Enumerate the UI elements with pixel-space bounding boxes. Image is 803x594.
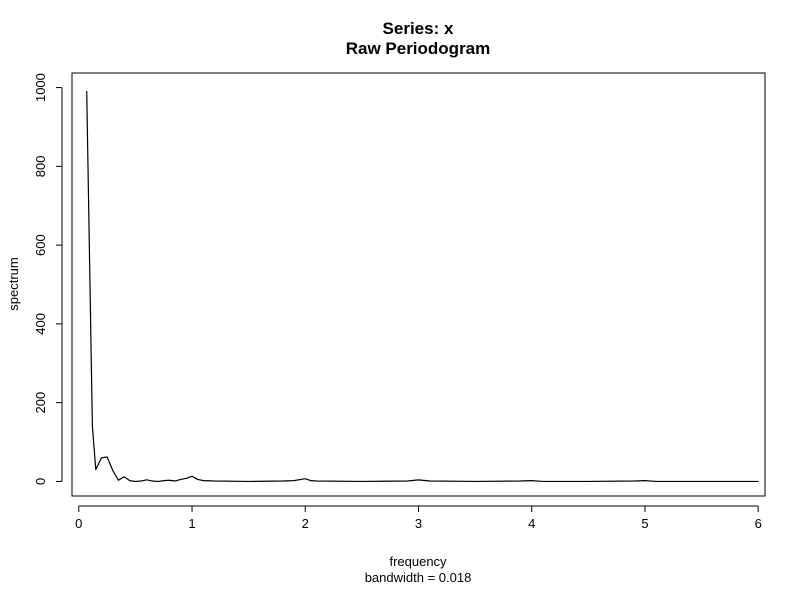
- x-tick-label: 1: [188, 516, 195, 531]
- x-tick-label: 3: [415, 516, 422, 531]
- chart-subtitle: Raw Periodogram: [346, 39, 491, 58]
- chart-title: Series: x: [383, 19, 454, 38]
- y-tick-label: 200: [33, 392, 48, 414]
- x-tick-label: 6: [755, 516, 762, 531]
- x-axis-label: frequency: [389, 554, 447, 569]
- y-tick-label: 0: [33, 478, 48, 485]
- plot-frame: [71, 72, 766, 497]
- y-tick-label: 800: [33, 155, 48, 177]
- x-tick-label: 2: [302, 516, 309, 531]
- x-tick-label: 0: [75, 516, 82, 531]
- x-tick-label: 5: [641, 516, 648, 531]
- series-layer: [86, 90, 759, 483]
- y-tick-label: 600: [33, 234, 48, 256]
- bandwidth-label: bandwidth = 0.018: [365, 570, 472, 585]
- y-axis-label: spectrum: [6, 257, 21, 310]
- x-tick-label: 4: [528, 516, 535, 531]
- y-axis: 0 200 400 600 800 1000: [33, 73, 63, 485]
- y-tick-label: 400: [33, 313, 48, 335]
- spectrum-line: [86, 90, 759, 483]
- y-tick-label: 1000: [33, 73, 48, 102]
- x-axis: 0 1 2 3 4 5 6: [75, 505, 762, 531]
